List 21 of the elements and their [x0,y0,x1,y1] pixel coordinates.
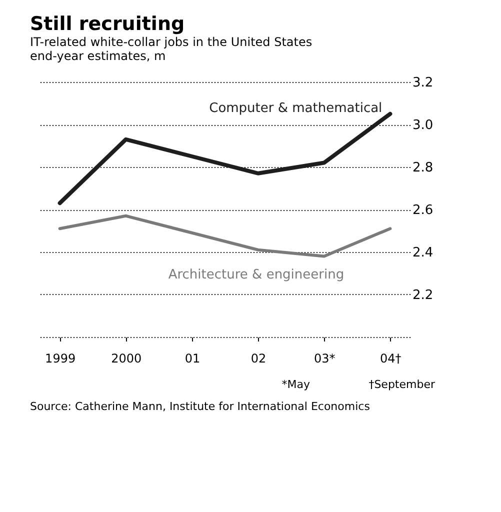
y-tick-label: 2.6 [412,203,434,218]
x-tick-label: 2000 [111,352,142,366]
text: *May [282,378,310,391]
series-label: Architecture & engineering [168,267,344,282]
y-tick-label: 3.0 [412,118,434,133]
x-tick-label: 04† [380,352,402,366]
y-axis-title: end-year estimates, m [30,49,166,63]
x-tick-label: 03* [314,352,336,366]
x-tick-label: 02 [250,352,266,366]
chart-subtitle: IT-related white-collar jobs in the United States [30,35,312,49]
source-note: Source: Catherine Mann, Institute for International Economics [30,400,370,413]
y-tick-label: 2.4 [412,246,434,260]
line-series [58,214,392,258]
y-tick-label: 2.8 [412,160,434,176]
x-tick-label: 1999 [45,352,76,366]
y-tick-label: 3.2 [412,76,434,90]
text: †September [368,378,436,391]
series-label: Computer & mathematical [209,100,382,116]
x-tick-label: 01 [184,352,200,366]
chart-title: Still recruiting [30,13,185,35]
y-tick-label: 2.2 [412,288,434,303]
